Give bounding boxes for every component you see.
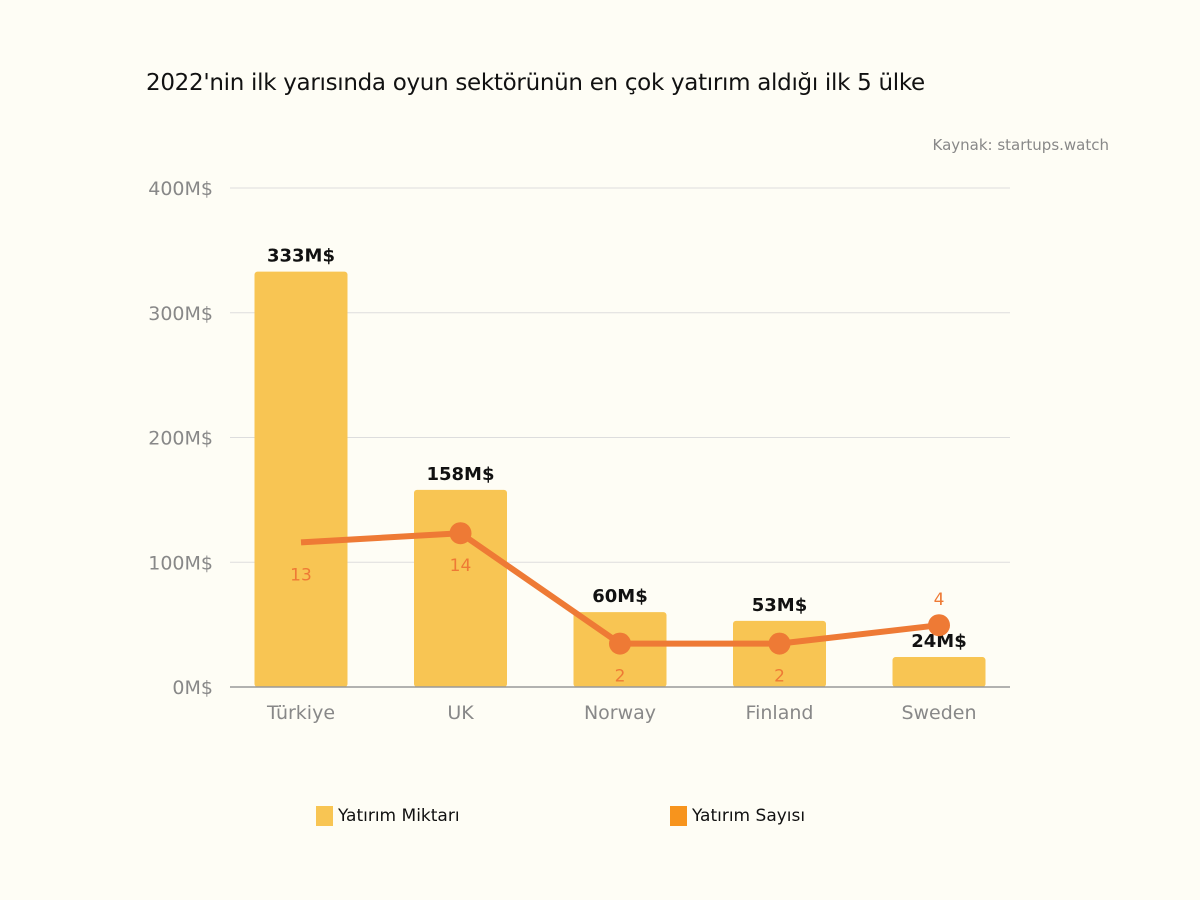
bar-data-label: 53M$	[752, 595, 808, 616]
y-tick-label: 0M$	[172, 677, 213, 699]
chart-title: 2022'nin ilk yarısında oyun sektörünün e…	[146, 70, 925, 96]
bar	[414, 489, 507, 687]
line-marker	[449, 522, 472, 545]
legend-label-line: Yatırım Sayısı	[692, 806, 806, 826]
bar	[892, 657, 986, 687]
y-tick-label: 400M$	[148, 178, 213, 200]
source-note: Kaynak: startups.watch	[932, 136, 1110, 154]
y-tick-label: 300M$	[148, 303, 213, 325]
x-tick-label: Norway	[584, 702, 656, 724]
bar-data-label: 158M$	[426, 464, 494, 485]
line-data-label: 2	[615, 667, 626, 687]
x-tick-label: Sweden	[901, 702, 976, 724]
legend-swatch-line	[670, 806, 687, 826]
line-data-label: 4	[934, 590, 945, 610]
line-marker	[768, 632, 791, 655]
bar	[254, 271, 348, 687]
line-data-label: 2	[774, 667, 785, 687]
bar-data-label: 60M$	[592, 586, 648, 607]
legend-swatch-bar	[316, 806, 333, 826]
legend-label-bar: Yatırım Miktarı	[338, 806, 460, 826]
bar-data-label: 333M$	[267, 246, 335, 267]
legend-item-bar: Yatırım Miktarı	[316, 806, 460, 826]
x-tick-label: UK	[447, 702, 474, 724]
line-data-label: 14	[450, 556, 472, 576]
legend-item-line: Yatırım Sayısı	[670, 806, 805, 826]
line-data-label: 13	[290, 565, 312, 585]
line-marker	[609, 632, 631, 655]
bar-data-label: 24M$	[911, 631, 967, 652]
y-tick-label: 200M$	[148, 428, 213, 450]
line-marker	[928, 614, 950, 637]
x-tick-label: Türkiye	[266, 702, 335, 724]
x-tick-label: Finland	[746, 702, 814, 724]
y-tick-label: 100M$	[148, 552, 213, 574]
